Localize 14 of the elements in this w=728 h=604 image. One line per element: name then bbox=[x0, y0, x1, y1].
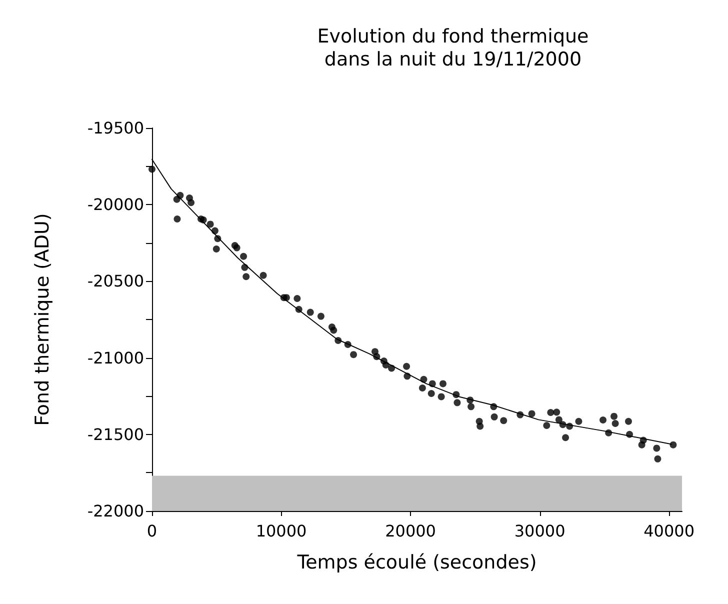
y-tick-label: -22000 bbox=[87, 502, 144, 520]
y-tick-label: -20500 bbox=[87, 272, 144, 291]
y-tick-label: -21500 bbox=[87, 424, 144, 444]
x-axis-title: Temps écoulé (secondes) bbox=[296, 552, 537, 574]
y-axis-title: Fond thermique (ADU) bbox=[32, 213, 54, 426]
y-tick-label: -20000 bbox=[87, 195, 144, 214]
chart-title: Evolution du fond thermique dans la nuit du 19/11/2000 bbox=[317, 26, 589, 70]
x-tick-label: 10000 bbox=[256, 522, 307, 540]
x-tick-label: 0 bbox=[146, 522, 158, 540]
x-tick-label: 30000 bbox=[514, 522, 566, 540]
y-tick-label: -19500 bbox=[87, 118, 144, 138]
x-tick-label: 20000 bbox=[385, 522, 436, 540]
x-tick-label: 40000 bbox=[644, 522, 695, 540]
y-tick-label: -21000 bbox=[87, 348, 144, 368]
